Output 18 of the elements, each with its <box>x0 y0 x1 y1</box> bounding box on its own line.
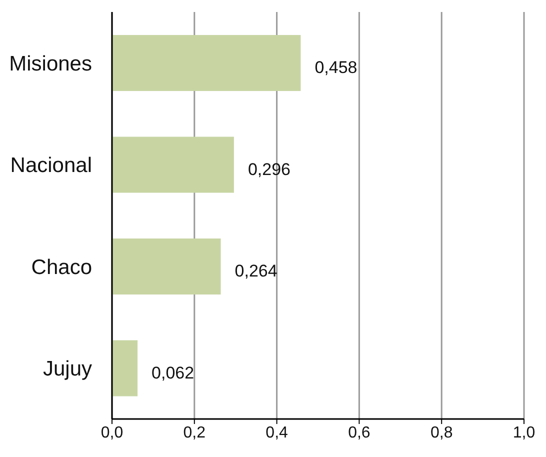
data-label: 0,296 <box>248 160 290 179</box>
bar <box>112 136 234 193</box>
y-tick-label: Misiones <box>9 52 92 76</box>
bar <box>112 238 221 294</box>
x-tick-label: 0,6 <box>348 424 370 442</box>
x-tick-label: 0,4 <box>266 424 288 442</box>
x-tick-label: 0,2 <box>183 424 206 442</box>
bar <box>112 340 138 396</box>
x-tick-label: 1,0 <box>512 424 536 442</box>
data-label: 0,062 <box>152 363 194 382</box>
y-tick-label: Nacional <box>10 154 92 178</box>
x-tick-label: 0,8 <box>430 424 453 442</box>
bar <box>112 35 301 91</box>
data-label: 0,264 <box>234 262 278 281</box>
y-tick-label: Chaco <box>31 256 92 279</box>
y-tick-label: Jujuy <box>42 358 92 381</box>
data-label: 0,458 <box>314 58 358 78</box>
x-tick-label: 0,0 <box>100 424 124 442</box>
